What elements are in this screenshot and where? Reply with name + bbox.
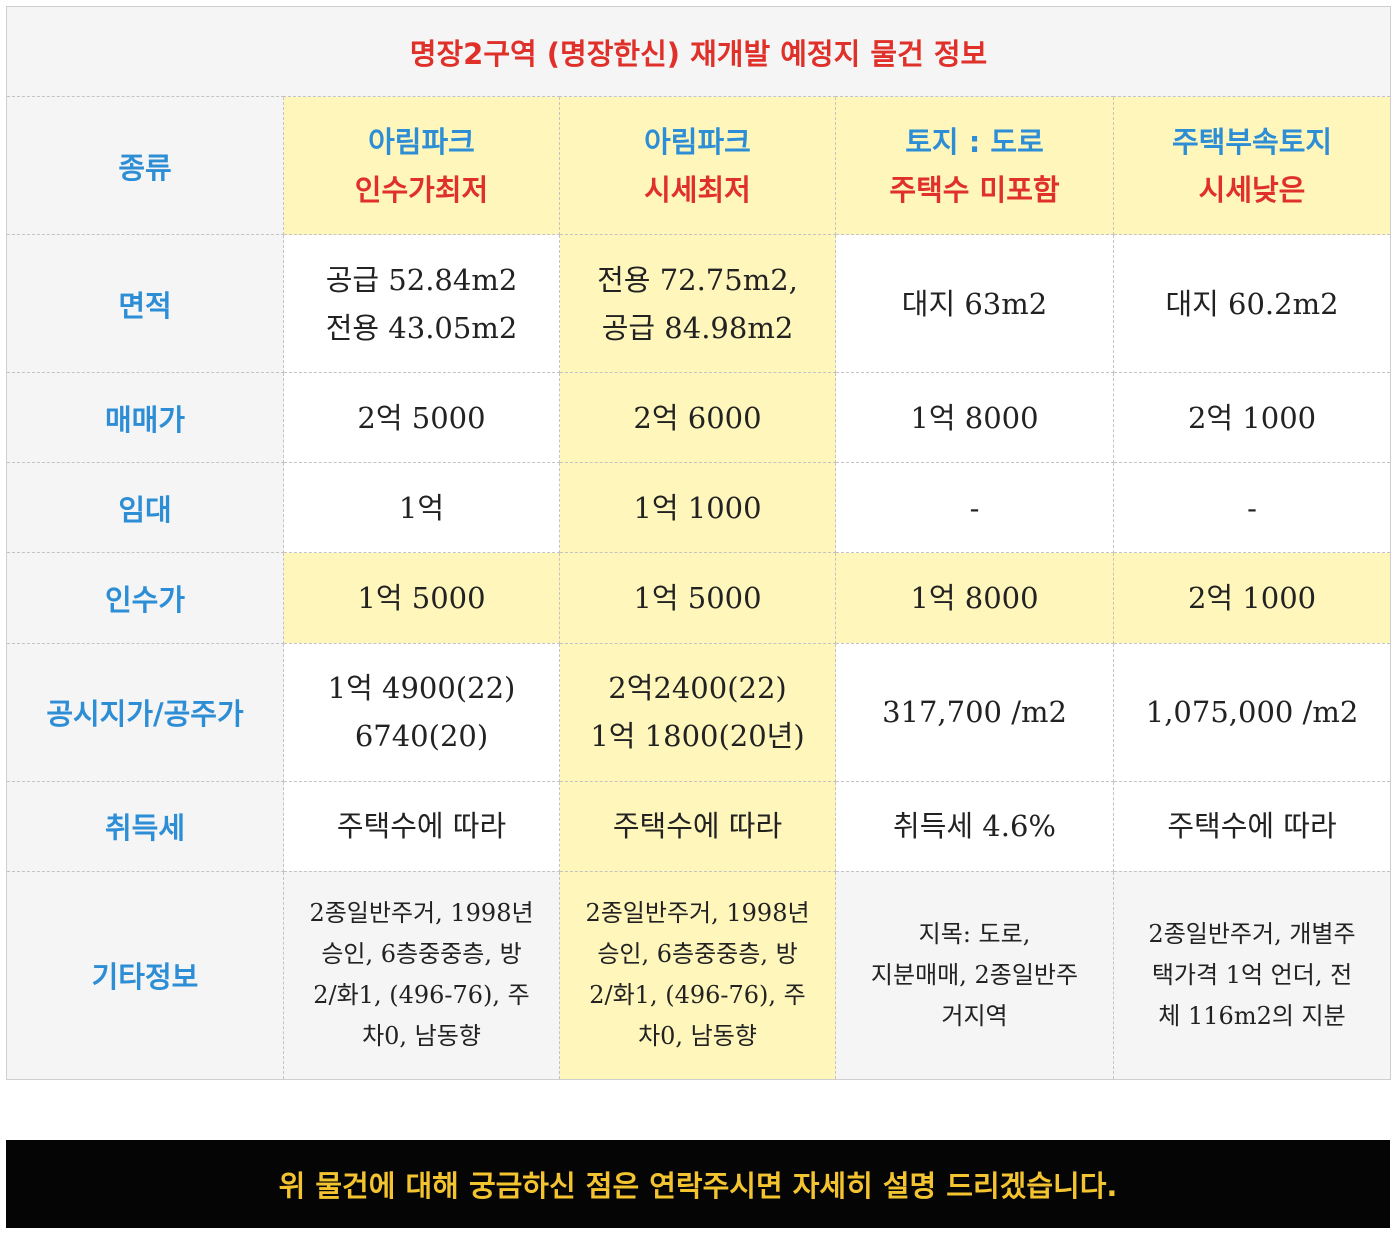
lease-2: 1억 1000 xyxy=(559,462,836,554)
table-row-other-info: 기타정보 2종일반주거, 1998년 승인, 6층중중층, 방 2/화1, (4… xyxy=(6,870,1392,1081)
table-row-area: 면적 공급 52.84m2 전용 43.05m2 전용 72.75m2, 공급 … xyxy=(6,234,1392,374)
type-main-3: 토지 : 도로 xyxy=(905,124,1044,159)
type-cell-2: 아림파크 시세최저 xyxy=(559,96,836,236)
other-info-4-line-3: 체 116m2의 지분 xyxy=(1158,1001,1346,1030)
official-price-1-line-2: 6740(20) xyxy=(354,719,489,754)
type-cell-4: 주택부속토지 시세낮은 xyxy=(1112,96,1392,236)
official-price-2: 2억2400(22) 1억 1800(20년) xyxy=(559,642,836,782)
area-2-line-1: 전용 72.75m2, xyxy=(597,262,798,297)
takeover-1: 1억 5000 xyxy=(283,552,560,644)
other-info-1-line-1: 2종일반주거, 1998년 xyxy=(309,899,534,928)
row-label-sale-price: 매매가 xyxy=(6,372,284,464)
area-cell-1: 공급 52.84m2 전용 43.05m2 xyxy=(283,234,560,374)
sale-price-2: 2억 6000 xyxy=(559,372,836,464)
table-row-takeover: 인수가 1억 5000 1억 5000 1억 8000 2억 1000 xyxy=(6,552,1392,644)
other-info-4-line-1: 2종일반주거, 개별주 xyxy=(1148,919,1356,948)
type-main-4: 주택부속토지 xyxy=(1171,124,1333,159)
other-info-1-line-2: 승인, 6층중중층, 방 xyxy=(321,940,522,969)
other-info-2-line-4: 차0, 남동향 xyxy=(638,1022,757,1051)
table-row-type: 종류 아림파크 인수가최저 아림파크 시세최저 토지 : 도로 주택수 미포함 … xyxy=(6,96,1392,236)
official-price-4-line-1: 1,075,000 /m2 xyxy=(1145,695,1359,730)
row-label-other-info: 기타정보 xyxy=(6,870,284,1081)
type-sub-1: 인수가최저 xyxy=(354,172,489,207)
row-label-official-price: 공시지가/공주가 xyxy=(6,642,284,782)
other-info-3: 지목: 도로, 지분매매, 2종일반주 거지역 xyxy=(835,870,1114,1081)
sale-price-3: 1억 8000 xyxy=(835,372,1114,464)
lease-1: 1억 xyxy=(283,462,560,554)
type-cell-1: 아림파크 인수가최저 xyxy=(283,96,560,236)
area-2-line-2: 공급 84.98m2 xyxy=(601,310,794,345)
official-price-1-line-1: 1억 4900(22) xyxy=(327,671,516,706)
table-row-sale-price: 매매가 2억 5000 2억 6000 1억 8000 2억 1000 xyxy=(6,372,1392,464)
other-info-1-line-4: 차0, 남동향 xyxy=(362,1022,481,1051)
lease-4: - xyxy=(1112,462,1392,554)
official-price-1: 1억 4900(22) 6740(20) xyxy=(283,642,560,782)
type-sub-4: 시세낮은 xyxy=(1198,172,1306,207)
other-info-3-line-1: 지목: 도로, xyxy=(918,919,1031,948)
row-label-acquisition-tax: 취득세 xyxy=(6,780,284,872)
area-cell-4: 대지 60.2m2 xyxy=(1112,234,1392,374)
title-row: 명장2구역 (명장한신) 재개발 예정지 물건 정보 xyxy=(5,5,1392,98)
other-info-2-line-3: 2/화1, (496-76), 주 xyxy=(589,981,806,1010)
sale-price-4: 2억 1000 xyxy=(1112,372,1392,464)
other-info-1: 2종일반주거, 1998년 승인, 6층중중층, 방 2/화1, (496-76… xyxy=(283,870,560,1081)
other-info-4-line-2: 택가격 1억 언더, 전 xyxy=(1151,960,1353,989)
area-3-line-1: 대지 63m2 xyxy=(901,286,1048,321)
table-title: 명장2구역 (명장한신) 재개발 예정지 물건 정보 xyxy=(5,5,1392,98)
table-row-lease: 임대 1억 1억 1000 - - xyxy=(6,462,1392,554)
takeover-2: 1억 5000 xyxy=(559,552,836,644)
type-cell-3: 토지 : 도로 주택수 미포함 xyxy=(835,96,1114,236)
row-label-takeover: 인수가 xyxy=(6,552,284,644)
official-price-3: 317,700 /m2 xyxy=(835,642,1114,782)
takeover-4: 2억 1000 xyxy=(1112,552,1392,644)
row-label-area: 면적 xyxy=(6,234,284,374)
other-info-3-line-2: 지분매매, 2종일반주 xyxy=(870,960,1079,989)
table-row-acquisition-tax: 취득세 주택수에 따라 주택수에 따라 취득세 4.6% 주택수에 따라 xyxy=(6,780,1392,872)
type-sub-3: 주택수 미포함 xyxy=(889,172,1060,207)
row-label-lease: 임대 xyxy=(6,462,284,554)
area-1-line-2: 전용 43.05m2 xyxy=(325,310,518,345)
official-price-2-line-1: 2억2400(22) xyxy=(608,671,787,706)
area-cell-3: 대지 63m2 xyxy=(835,234,1114,374)
other-info-1-line-3: 2/화1, (496-76), 주 xyxy=(313,981,530,1010)
property-info-table: 명장2구역 (명장한신) 재개발 예정지 물건 정보 종류 아림파크 인수가최저… xyxy=(5,5,1392,1081)
official-price-3-line-1: 317,700 /m2 xyxy=(882,695,1067,730)
contact-footer-banner: 위 물건에 대해 궁금하신 점은 연락주시면 자세히 설명 드리겠습니다. xyxy=(6,1140,1390,1228)
acquisition-tax-3: 취득세 4.6% xyxy=(835,780,1114,872)
footer-text: 위 물건에 대해 궁금하신 점은 연락주시면 자세히 설명 드리겠습니다. xyxy=(278,1169,1118,1203)
official-price-4: 1,075,000 /m2 xyxy=(1112,642,1392,782)
row-label-type: 종류 xyxy=(6,96,284,236)
acquisition-tax-2: 주택수에 따라 xyxy=(559,780,836,872)
takeover-3: 1억 8000 xyxy=(835,552,1114,644)
other-info-2: 2종일반주거, 1998년 승인, 6층중중층, 방 2/화1, (496-76… xyxy=(559,870,836,1081)
other-info-3-line-3: 거지역 xyxy=(941,1001,1008,1030)
type-sub-2: 시세최저 xyxy=(644,172,751,207)
acquisition-tax-4: 주택수에 따라 xyxy=(1112,780,1392,872)
table-row-official-price: 공시지가/공주가 1억 4900(22) 6740(20) 2억2400(22)… xyxy=(6,642,1392,782)
other-info-2-line-2: 승인, 6층중중층, 방 xyxy=(597,940,798,969)
type-main-1: 아림파크 xyxy=(368,124,475,159)
other-info-2-line-1: 2종일반주거, 1998년 xyxy=(585,899,810,928)
sale-price-1: 2억 5000 xyxy=(283,372,560,464)
area-1-line-1: 공급 52.84m2 xyxy=(325,262,518,297)
type-main-2: 아림파크 xyxy=(644,124,751,159)
lease-3: - xyxy=(835,462,1114,554)
acquisition-tax-1: 주택수에 따라 xyxy=(283,780,560,872)
area-cell-2: 전용 72.75m2, 공급 84.98m2 xyxy=(559,234,836,374)
other-info-4: 2종일반주거, 개별주 택가격 1억 언더, 전 체 116m2의 지분 xyxy=(1112,870,1392,1081)
area-4-line-1: 대지 60.2m2 xyxy=(1165,286,1339,321)
official-price-2-line-2: 1억 1800(20년) xyxy=(590,719,805,754)
